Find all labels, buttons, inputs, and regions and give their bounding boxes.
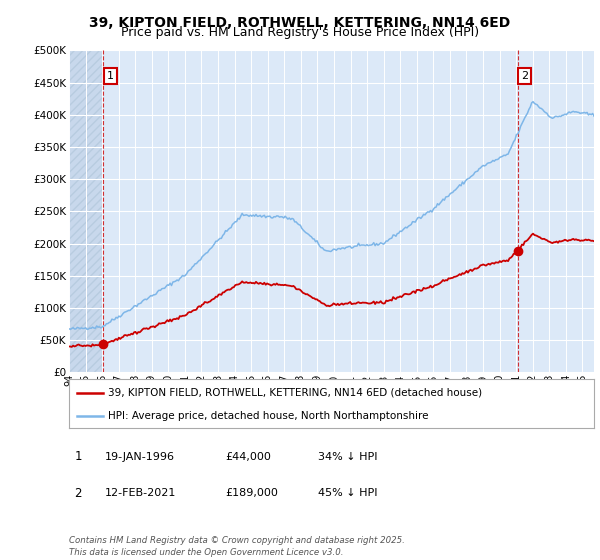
Bar bbox=[69, 50, 103, 372]
Text: 2: 2 bbox=[74, 487, 82, 500]
Text: 1: 1 bbox=[107, 71, 114, 81]
Text: £44,000: £44,000 bbox=[225, 452, 271, 462]
Text: 1: 1 bbox=[74, 450, 82, 464]
Bar bbox=[69, 50, 103, 372]
Text: £189,000: £189,000 bbox=[225, 488, 278, 498]
Text: 45% ↓ HPI: 45% ↓ HPI bbox=[318, 488, 377, 498]
Text: Price paid vs. HM Land Registry's House Price Index (HPI): Price paid vs. HM Land Registry's House … bbox=[121, 26, 479, 39]
Text: 34% ↓ HPI: 34% ↓ HPI bbox=[318, 452, 377, 462]
Text: 2: 2 bbox=[521, 71, 528, 81]
Text: Contains HM Land Registry data © Crown copyright and database right 2025.
This d: Contains HM Land Registry data © Crown c… bbox=[69, 536, 405, 557]
Text: HPI: Average price, detached house, North Northamptonshire: HPI: Average price, detached house, Nort… bbox=[109, 410, 429, 421]
Text: 19-JAN-1996: 19-JAN-1996 bbox=[105, 452, 175, 462]
Text: 39, KIPTON FIELD, ROTHWELL, KETTERING, NN14 6ED (detached house): 39, KIPTON FIELD, ROTHWELL, KETTERING, N… bbox=[109, 388, 482, 398]
Text: 12-FEB-2021: 12-FEB-2021 bbox=[105, 488, 176, 498]
Text: 39, KIPTON FIELD, ROTHWELL, KETTERING, NN14 6ED: 39, KIPTON FIELD, ROTHWELL, KETTERING, N… bbox=[89, 16, 511, 30]
